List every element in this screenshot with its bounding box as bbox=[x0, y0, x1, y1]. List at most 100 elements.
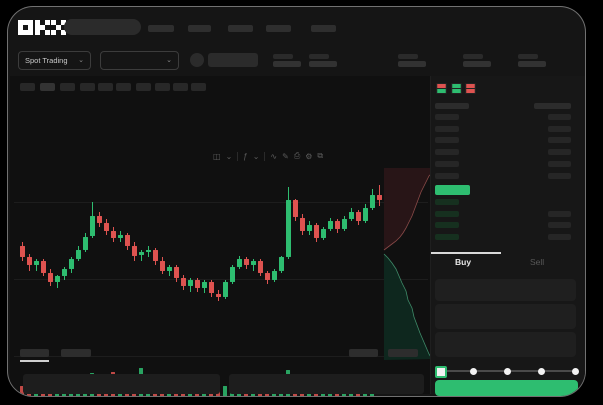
stat-value bbox=[518, 61, 546, 67]
bid-price bbox=[435, 199, 459, 205]
fullscreen-icon[interactable]: ⧉ bbox=[317, 151, 324, 160]
candle-body bbox=[27, 257, 32, 265]
candle-body bbox=[188, 280, 193, 286]
timeframe-button[interactable] bbox=[80, 83, 95, 91]
nav-item[interactable] bbox=[311, 25, 336, 32]
slider-dot[interactable] bbox=[538, 368, 545, 375]
trade-input[interactable] bbox=[435, 332, 576, 357]
slider-handle[interactable] bbox=[435, 366, 447, 378]
candle-body bbox=[167, 266, 172, 271]
draw-icon[interactable]: ✎ bbox=[282, 151, 289, 161]
ask-amount bbox=[548, 149, 571, 156]
gridline bbox=[14, 202, 428, 203]
timeframe-button[interactable] bbox=[136, 83, 151, 91]
ask-price bbox=[435, 172, 459, 179]
candle-body bbox=[20, 246, 25, 258]
trade-input[interactable] bbox=[435, 304, 576, 329]
stat-value bbox=[273, 61, 301, 67]
candle-body bbox=[48, 272, 53, 283]
ask-amount bbox=[548, 137, 571, 144]
candle-body bbox=[300, 217, 305, 231]
bid-amount bbox=[548, 222, 571, 229]
ask-price bbox=[435, 149, 459, 156]
okx-logo[interactable] bbox=[18, 20, 67, 36]
trade-input[interactable] bbox=[435, 279, 576, 301]
buy-tab-underline bbox=[431, 252, 501, 254]
candle-body bbox=[153, 249, 158, 262]
bid-amount bbox=[548, 234, 571, 241]
screenshot-icon[interactable]: ⎙ bbox=[293, 151, 301, 160]
gridline bbox=[14, 356, 428, 357]
ask-price bbox=[435, 114, 459, 120]
candle-body bbox=[90, 215, 95, 237]
candle-body bbox=[34, 261, 39, 265]
orders-panel-placeholder[interactable] bbox=[23, 374, 220, 394]
stat-label bbox=[273, 54, 293, 59]
toolbar-divider bbox=[237, 151, 239, 161]
timeframe-button[interactable] bbox=[155, 83, 170, 91]
timeframe-button[interactable] bbox=[191, 83, 206, 91]
nav-item[interactable] bbox=[148, 25, 174, 32]
stat-value bbox=[309, 61, 337, 67]
candle-body bbox=[195, 280, 200, 288]
timeframe-button[interactable] bbox=[40, 83, 55, 91]
timeframe-button[interactable] bbox=[173, 83, 188, 91]
candle-body bbox=[69, 259, 74, 269]
history-action[interactable] bbox=[388, 349, 418, 357]
tab-sell[interactable]: Sell bbox=[530, 257, 545, 267]
book-combined-icon[interactable] bbox=[436, 83, 447, 94]
chart-type-icon[interactable]: ◫ bbox=[213, 151, 221, 161]
slider-dot[interactable] bbox=[504, 368, 511, 375]
bid-price bbox=[435, 210, 459, 217]
buy-button[interactable] bbox=[435, 380, 578, 396]
market-type-label: Spot Trading bbox=[25, 56, 68, 65]
indicators-icon[interactable]: ƒ bbox=[243, 151, 248, 161]
amount-column-header bbox=[534, 103, 571, 109]
pair-coin-icon bbox=[190, 53, 204, 67]
slider-dot[interactable] bbox=[572, 368, 579, 375]
nav-item[interactable] bbox=[228, 25, 253, 32]
candle-body bbox=[279, 257, 284, 271]
nav-item[interactable] bbox=[188, 25, 211, 32]
bid-amount bbox=[548, 210, 571, 217]
history-tab-underline bbox=[20, 360, 49, 362]
candle-body bbox=[237, 259, 242, 267]
timeframe-button[interactable] bbox=[98, 83, 113, 91]
line-style-icon[interactable]: ∿ bbox=[270, 151, 278, 161]
chevron-down-icon[interactable]: ⌄ bbox=[225, 151, 233, 161]
slider-dot[interactable] bbox=[470, 368, 477, 375]
nav-item[interactable] bbox=[266, 25, 291, 32]
chevron-down-icon: ⌄ bbox=[78, 57, 84, 64]
candle-wick bbox=[169, 265, 170, 277]
panel-divider bbox=[430, 76, 431, 394]
settings-icon[interactable]: ⚙ bbox=[305, 151, 313, 161]
book-bids-icon[interactable] bbox=[451, 83, 462, 94]
history-tab[interactable] bbox=[61, 349, 91, 357]
market-type-dropdown[interactable]: Spot Trading ⌄ bbox=[18, 51, 91, 70]
timeframe-button[interactable] bbox=[60, 83, 75, 91]
pair-selector-dropdown[interactable]: ⌄ bbox=[100, 51, 179, 70]
candle-body bbox=[104, 223, 109, 231]
tab-buy[interactable]: Buy bbox=[455, 257, 472, 267]
candle-body bbox=[139, 251, 144, 256]
candle-body bbox=[258, 261, 263, 273]
candle-body bbox=[62, 268, 67, 277]
timeframe-button[interactable] bbox=[20, 83, 35, 91]
candle-body bbox=[118, 234, 123, 239]
pair-price-placeholder bbox=[208, 53, 258, 67]
orderbook-panel: Buy Sell bbox=[431, 76, 585, 396]
candle-body bbox=[97, 215, 102, 224]
candlestick-chart[interactable] bbox=[14, 160, 431, 396]
candle-body bbox=[265, 272, 270, 281]
search-input[interactable] bbox=[64, 19, 141, 35]
history-action[interactable] bbox=[349, 349, 378, 357]
ask-amount bbox=[548, 172, 571, 179]
bid-price bbox=[435, 234, 459, 241]
history-tab[interactable] bbox=[20, 349, 49, 357]
candle-body bbox=[335, 221, 340, 229]
orders-panel-placeholder[interactable] bbox=[229, 374, 424, 394]
timeframe-button[interactable] bbox=[116, 83, 131, 91]
chevron-down-icon[interactable]: ⌄ bbox=[252, 151, 260, 161]
book-asks-icon[interactable] bbox=[465, 83, 476, 94]
candle-body bbox=[377, 194, 382, 201]
